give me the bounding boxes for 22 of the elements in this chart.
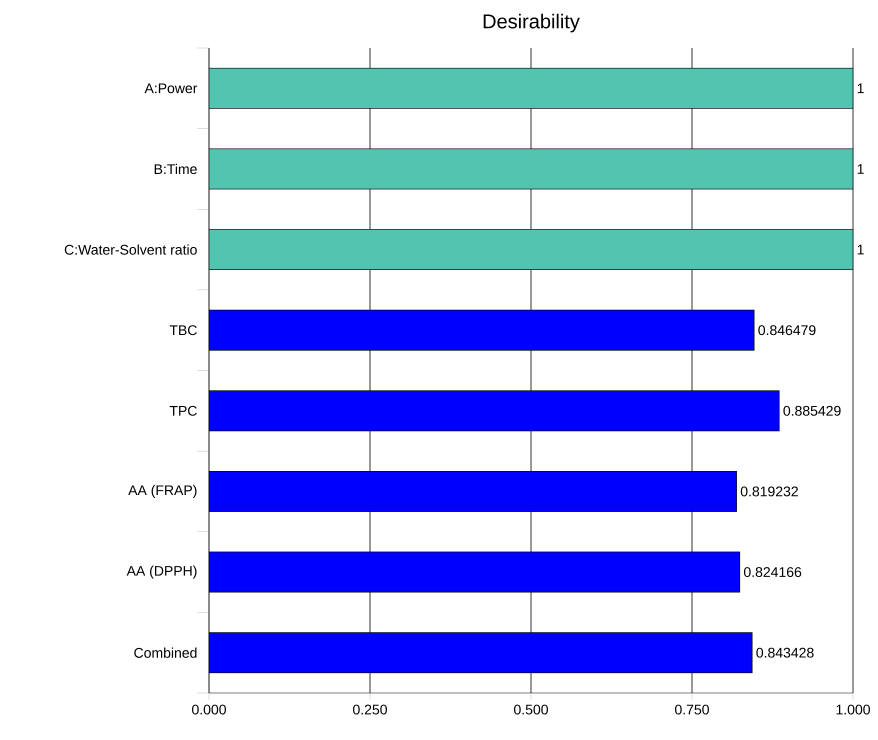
data-label: 1 [858, 244, 864, 254]
y-tick-label: B:Time [154, 164, 197, 174]
data-label: 0.843428 [756, 648, 814, 658]
x-tick-label: 0.250 [353, 704, 387, 715]
data-label: 0.846479 [758, 325, 816, 336]
y-tick-label: AA (FRAP) [128, 484, 197, 498]
data-label: 1 [858, 164, 864, 174]
x-tick-label: 0.500 [514, 704, 548, 715]
x-tick-label: 1.000 [836, 704, 870, 715]
data-label: 1 [858, 84, 864, 94]
x-tick-label: 0.000 [192, 704, 226, 715]
data-label: 0.885429 [783, 406, 841, 416]
data-label: 0.819232 [740, 486, 798, 496]
data-label: 0.824166 [744, 567, 802, 578]
chart-title: Desirability [484, 14, 580, 32]
x-tick-label: 0.750 [675, 704, 709, 715]
y-tick-label: TPC [170, 406, 197, 416]
y-tick-label: Combined [134, 648, 196, 658]
y-tick-label: A:Power [144, 83, 198, 94]
y-tick-label: C:Water-Solvent ratio [64, 244, 197, 255]
y-tick-label: AA (DPPH) [126, 566, 197, 579]
y-tick-label: TBC [170, 325, 197, 336]
